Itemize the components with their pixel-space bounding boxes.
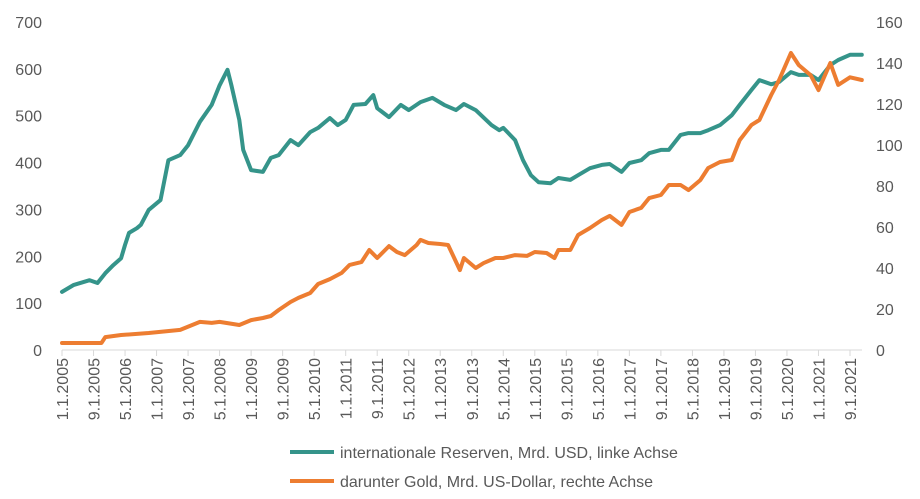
- x-tick-label: 5.1.2012: [402, 358, 419, 420]
- x-tick-label: 9.1.2007: [181, 358, 198, 420]
- x-tick-label: 5.1.2008: [213, 358, 230, 420]
- left-y-tick-label: 600: [15, 62, 42, 79]
- x-tick-label: 9.1.2021: [843, 358, 860, 420]
- x-tick-label: 9.1.2013: [465, 358, 482, 420]
- right-y-tick-label: 20: [876, 302, 894, 319]
- series-line-gold: [62, 53, 862, 343]
- x-tick-label: 9.1.2019: [748, 358, 765, 420]
- left-y-tick-label: 500: [15, 109, 42, 126]
- legend-label: internationale Reserven, Mrd. USD, linke…: [340, 445, 678, 462]
- series-line-reserves: [62, 55, 862, 292]
- right-y-tick-label: 160: [876, 15, 903, 32]
- right-y-axis: 0 20 40 60 80 100 120 140 160: [876, 15, 903, 360]
- right-y-tick-label: 80: [876, 179, 894, 196]
- left-y-tick-label: 200: [15, 249, 42, 266]
- right-y-tick-label: 100: [876, 138, 903, 155]
- left-y-tick-label: 100: [15, 296, 42, 313]
- x-tick-label: 5.1.2018: [685, 358, 702, 420]
- x-tick-label: 9.1.2011: [370, 358, 387, 419]
- right-y-tick-label: 60: [876, 220, 894, 237]
- left-y-tick-label: 300: [15, 202, 42, 219]
- x-tick-label: 1.1.2021: [811, 358, 828, 420]
- right-y-tick-label: 120: [876, 97, 903, 114]
- left-y-tick-label: 700: [15, 15, 42, 32]
- x-tick-label: 1.1.2005: [55, 358, 72, 420]
- legend-label: darunter Gold, Mrd. US-Dollar, rechte Ac…: [340, 474, 653, 491]
- x-tick-label: 9.1.2017: [654, 358, 671, 420]
- x-tick-label: 9.1.2015: [559, 358, 576, 420]
- right-y-tick-label: 0: [876, 343, 885, 360]
- legend: internationale Reserven, Mrd. USD, linke…: [290, 445, 678, 491]
- x-tick-label: 5.1.2014: [496, 358, 513, 420]
- x-tick-label: 1.1.2011: [339, 358, 356, 419]
- x-tick-label: 9.1.2009: [276, 358, 293, 420]
- x-tick-label: 1.1.2019: [717, 358, 734, 420]
- left-y-axis: 0 100 200 300 400 500 600 700: [15, 15, 42, 360]
- x-tick-label: 1.1.2017: [622, 358, 639, 420]
- x-tick-label: 5.1.2020: [780, 358, 797, 420]
- right-y-tick-label: 140: [876, 56, 903, 73]
- x-tick-label: 1.1.2009: [244, 358, 261, 420]
- x-tick-label: 5.1.2006: [118, 358, 135, 420]
- x-tick-label: 1.1.2015: [528, 358, 545, 420]
- x-tick-label: 5.1.2016: [591, 358, 608, 420]
- x-axis: 1.1.2005 9.1.2005 5.1.2006 1.1.2007 9.1.2007…: [55, 350, 860, 420]
- left-y-tick-label: 400: [15, 156, 42, 173]
- right-y-tick-label: 40: [876, 261, 894, 278]
- x-tick-label: 9.1.2005: [87, 358, 104, 420]
- left-y-tick-label: 0: [33, 343, 42, 360]
- x-tick-label: 1.1.2007: [150, 358, 167, 420]
- series-lines: [62, 53, 862, 343]
- x-tick-label: 1.1.2013: [433, 358, 450, 420]
- x-tick-label: 5.1.2010: [307, 358, 324, 420]
